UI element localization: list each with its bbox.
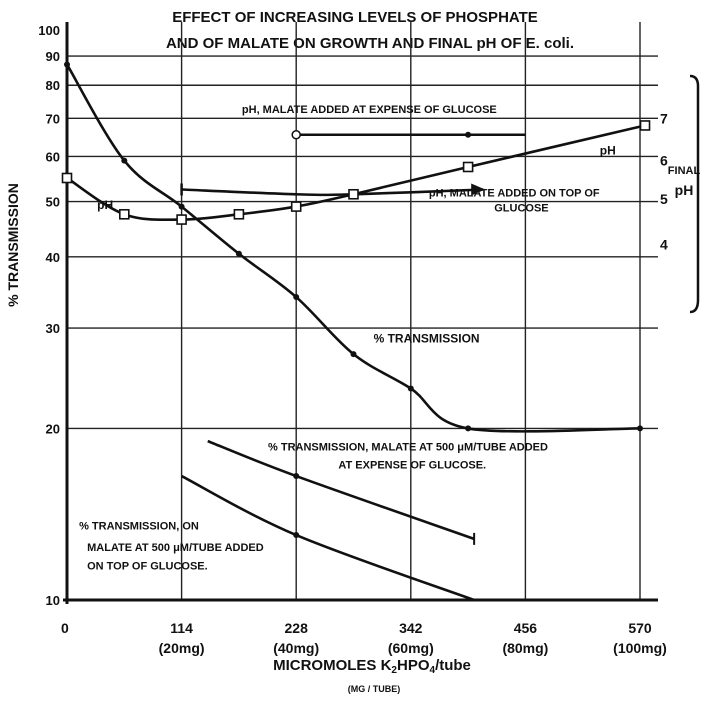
series-ph-malate-top-arrow [471, 183, 486, 196]
x-tick-sublabel-342: (60mg) [388, 640, 434, 656]
grid [67, 22, 658, 600]
x-tick-label-570: 570 [628, 620, 652, 636]
y-tick-label-70: 70 [46, 111, 60, 126]
series-transmission-point [293, 294, 300, 301]
annotations: pH pH pH, MALATE ADDED AT EXPENSE OF GLUCO… [79, 104, 616, 573]
x-tick-label-228: 228 [285, 620, 309, 636]
right-axis-label-line2: pH [675, 182, 694, 198]
annotation-3: pH, MALATE ADDED ON TOP OF [429, 188, 600, 200]
right-axis-tick-6: 6 [660, 153, 668, 169]
x-tick-label-342: 342 [399, 620, 423, 636]
chart-title-line1: EFFECT OF INCREASING LEVELS OF PHOSPHATE [172, 9, 538, 26]
series-ph-point [176, 214, 187, 225]
x-axis-sublabel: (MG / TUBE) [348, 684, 401, 694]
y-axis-label: % TRANSMISSION [5, 183, 21, 307]
series-transmission-line [65, 63, 641, 433]
series-transmission-point [64, 61, 70, 68]
right-axis-label-line1: FINAL [668, 165, 701, 177]
chart-title-line2: AND OF MALATE ON GROWTH AND FINAL pH OF … [166, 35, 574, 52]
tick-labels: 10 20 30 40 50 60 70 80 90 100 0 114 (20mg) 228 (40mg)… [38, 23, 668, 656]
annotation-2: pH, MALATE ADDED AT EXPENSE OF GLUCOSE [242, 104, 497, 116]
series-ph-point [61, 172, 73, 184]
series-ph-malate-expense-point [291, 129, 301, 140]
x-tick-sublabel-570: (100mg) [613, 640, 667, 656]
series-ph-point [119, 208, 130, 220]
annotation-1: pH [600, 143, 616, 157]
series-transmission-point [407, 385, 414, 392]
series-ph-point [348, 188, 359, 200]
series-transmission-point [350, 351, 357, 358]
y-tick-label-90: 90 [46, 49, 60, 64]
y-tick-label-60: 60 [46, 149, 60, 164]
series-points [61, 61, 651, 545]
series-ph-point [462, 161, 474, 173]
annotation-7: AT EXPENSE OF GLUCOSE. [338, 460, 486, 472]
x-tick-label-0: 0 [61, 620, 69, 636]
annotation-9: MALATE AT 500 μM/TUBE ADDED [87, 542, 264, 554]
y-tick-label-20: 20 [46, 421, 60, 436]
annotation-5: % TRANSMISSION [374, 331, 480, 345]
right-axis-bracket [689, 74, 700, 314]
axes [63, 22, 658, 604]
annotation-4: GLUCOSE [494, 203, 548, 215]
y-tick-label-30: 30 [46, 321, 60, 336]
series-transmission-malate-top-point [293, 532, 300, 539]
series-transmission-malate-top-line [181, 474, 475, 602]
series-ph-point [290, 201, 302, 212]
series-ph-line [66, 124, 646, 222]
x-tick-sublabel-228: (40mg) [273, 640, 319, 656]
x-tick-label-114: 114 [170, 620, 193, 636]
y-tick-label-50: 50 [46, 195, 60, 210]
series-transmission-point [121, 157, 128, 164]
series-transmission-point [637, 425, 643, 432]
annotation-8: % TRANSMISSION, ON [79, 520, 199, 532]
series-ph-malate-top-line [181, 188, 484, 197]
series-transmission-malate-expense-point [293, 473, 300, 480]
annotation-10: ON TOP OF GLUCOSE. [87, 561, 208, 573]
x-tick-sublabel-456: (80mg) [502, 640, 548, 656]
series-transmission-point [465, 425, 472, 432]
series-transmission-malate-expense-line [207, 439, 475, 541]
annotation-0: pH [97, 198, 113, 212]
y-tick-label-40: 40 [46, 250, 60, 265]
right-axis-tick-4: 4 [660, 237, 668, 253]
series-ph-point [233, 208, 245, 220]
series-transmission-point [178, 203, 185, 210]
right-axis-tick-7: 7 [660, 110, 668, 126]
x-tick-label-456: 456 [514, 620, 538, 636]
annotation-6: % TRANSMISSION, MALATE AT 500 μM/TUBE AD… [268, 441, 548, 453]
x-axis-label: MICROMOLES K2HPO4/tube [273, 657, 471, 676]
y-tick-label-100: 100 [38, 23, 60, 38]
right-axis-tick-5: 5 [660, 191, 668, 207]
series-transmission-point [235, 250, 242, 257]
y-tick-label-10: 10 [46, 593, 60, 608]
y-tick-label-80: 80 [46, 78, 60, 93]
series-ph-point [639, 120, 651, 131]
x-tick-sublabel-114: (20mg) [159, 640, 205, 656]
series-ph-malate-expense-point [465, 131, 472, 138]
